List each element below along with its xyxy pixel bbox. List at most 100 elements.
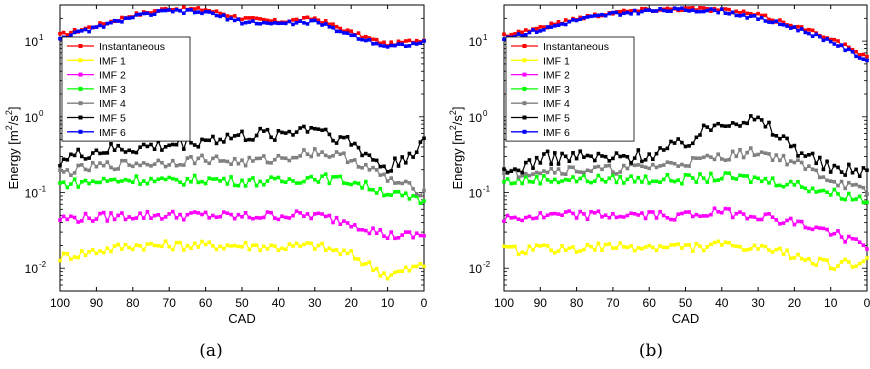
data-point (243, 184, 248, 188)
data-point (665, 216, 670, 220)
x-tick-label: 100 (50, 296, 70, 310)
data-point (163, 215, 168, 219)
data-point (389, 193, 393, 197)
data-point (87, 181, 91, 186)
data-point (123, 177, 128, 182)
data-point (313, 177, 317, 182)
data-point (389, 40, 393, 44)
data-point (393, 156, 397, 161)
data-point (211, 177, 215, 181)
data-point (705, 214, 710, 218)
data-point (549, 21, 553, 26)
data-point (516, 217, 521, 221)
data-point (520, 174, 524, 178)
data-point (836, 39, 840, 43)
data-point (781, 153, 786, 158)
data-point (385, 179, 390, 183)
data-point (138, 145, 142, 149)
data-point (636, 163, 641, 167)
data-point (240, 129, 244, 134)
data-point (265, 127, 270, 132)
legend: Instantaneous IMF 1 IMF 2 IMF 3 IMF 4 IMF 5 IM… (505, 36, 635, 142)
data-point (273, 176, 277, 181)
data-point (65, 252, 70, 256)
data-point (393, 43, 397, 48)
data-point (672, 141, 677, 145)
y-axis-label: Energy [m2/s2] (4, 106, 21, 189)
data-point (152, 243, 157, 248)
data-point (396, 189, 401, 194)
data-point (567, 19, 572, 24)
data-point (792, 25, 797, 29)
data-point (182, 5, 186, 9)
data-point (378, 186, 383, 191)
legend-swatch-marker (522, 58, 527, 63)
data-point (603, 154, 608, 159)
data-point (596, 241, 601, 246)
data-point (207, 161, 211, 166)
data-point (61, 157, 66, 161)
data-point (214, 141, 219, 146)
data-point (683, 243, 688, 247)
legend-label: IMF 1 (543, 55, 570, 67)
data-point (814, 168, 818, 173)
data-point (516, 29, 521, 34)
data-point (316, 211, 321, 216)
data-point (807, 153, 811, 157)
legend-swatch-marker (78, 101, 83, 106)
data-point (582, 247, 586, 252)
data-point (825, 178, 829, 183)
data-point (821, 226, 826, 231)
data-point (810, 186, 815, 191)
data-point (316, 127, 321, 131)
data-point (763, 19, 768, 23)
series-imf-1 (58, 239, 426, 281)
data-point (857, 240, 862, 244)
data-point (320, 241, 324, 246)
data-point (371, 268, 375, 272)
data-point (327, 246, 332, 251)
data-point (145, 144, 150, 149)
data-point (636, 9, 641, 14)
data-point (404, 191, 408, 196)
data-point (160, 176, 164, 180)
data-point (832, 267, 837, 271)
data-point (502, 32, 506, 36)
data-point (334, 24, 339, 29)
data-point (672, 179, 677, 184)
data-point (174, 142, 179, 147)
data-point (116, 179, 120, 184)
data-point (367, 153, 372, 157)
data-point (367, 260, 372, 264)
data-point (622, 163, 626, 168)
data-point (600, 248, 604, 252)
data-point (287, 242, 292, 246)
data-point (745, 11, 749, 16)
data-point (593, 211, 597, 215)
data-point (857, 53, 862, 57)
data-point (738, 11, 742, 15)
data-point (156, 213, 161, 217)
data-point (774, 218, 779, 222)
data-point (323, 19, 328, 23)
data-point (709, 128, 713, 132)
data-point (61, 214, 66, 219)
data-point (571, 18, 575, 22)
data-point (283, 21, 288, 26)
data-point (796, 154, 800, 158)
data-point (636, 148, 641, 152)
data-point (404, 39, 408, 43)
data-point (72, 153, 77, 158)
data-point (138, 163, 142, 168)
data-point (828, 266, 833, 271)
data-point (123, 242, 128, 247)
data-point (781, 221, 786, 225)
data-point (611, 212, 615, 216)
data-point (189, 8, 193, 12)
data-point (799, 27, 804, 31)
data-point (185, 8, 190, 12)
data-point (843, 42, 847, 47)
x-tick-label: 10 (824, 296, 838, 310)
data-point (814, 32, 818, 37)
data-point (654, 179, 659, 184)
